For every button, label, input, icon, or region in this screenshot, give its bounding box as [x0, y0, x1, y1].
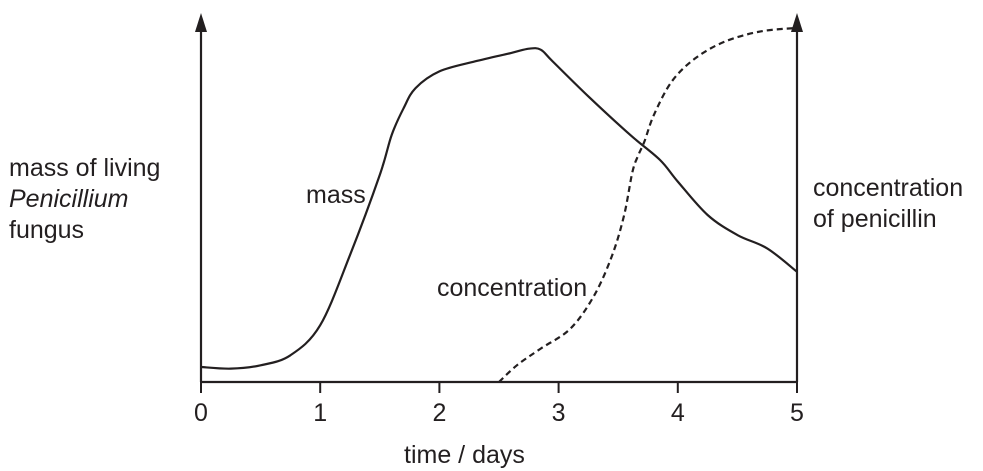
- y-axis-label-left-line-1: mass of living: [9, 154, 161, 182]
- annotation-concentration: concentration: [437, 274, 588, 302]
- series-lines: [200, 26, 798, 383]
- y-axis-right-arrow: [791, 13, 803, 32]
- x-ticks: 0 1 2 3 4 5: [194, 382, 804, 427]
- axes: [195, 13, 803, 384]
- y-axis-label-right-line-1: concentration: [813, 174, 964, 202]
- x-tick-label: 3: [552, 399, 566, 427]
- x-axis-label: time / days: [404, 441, 525, 469]
- annotation-mass: mass: [306, 181, 366, 209]
- y-axis-label-left: mass of living Penicillium fungus: [9, 153, 160, 246]
- series-line-mass: [200, 47, 798, 370]
- x-tick-label: 5: [790, 399, 804, 427]
- x-tick-label: 2: [432, 399, 446, 427]
- series-line-concentration: [498, 26, 798, 383]
- y-axis-label-left-line-2: Penicillium: [9, 185, 129, 213]
- y-axis-label-right: concentration of penicillin: [813, 173, 963, 235]
- y-axis-label-left-line-3: fungus: [9, 216, 85, 244]
- x-tick-label: 1: [313, 399, 327, 427]
- x-tick-label: 0: [194, 399, 208, 427]
- x-tick-label: 4: [671, 399, 685, 427]
- y-axis-left-arrow: [195, 13, 207, 32]
- y-axis-label-right-line-2: of penicillin: [813, 205, 937, 233]
